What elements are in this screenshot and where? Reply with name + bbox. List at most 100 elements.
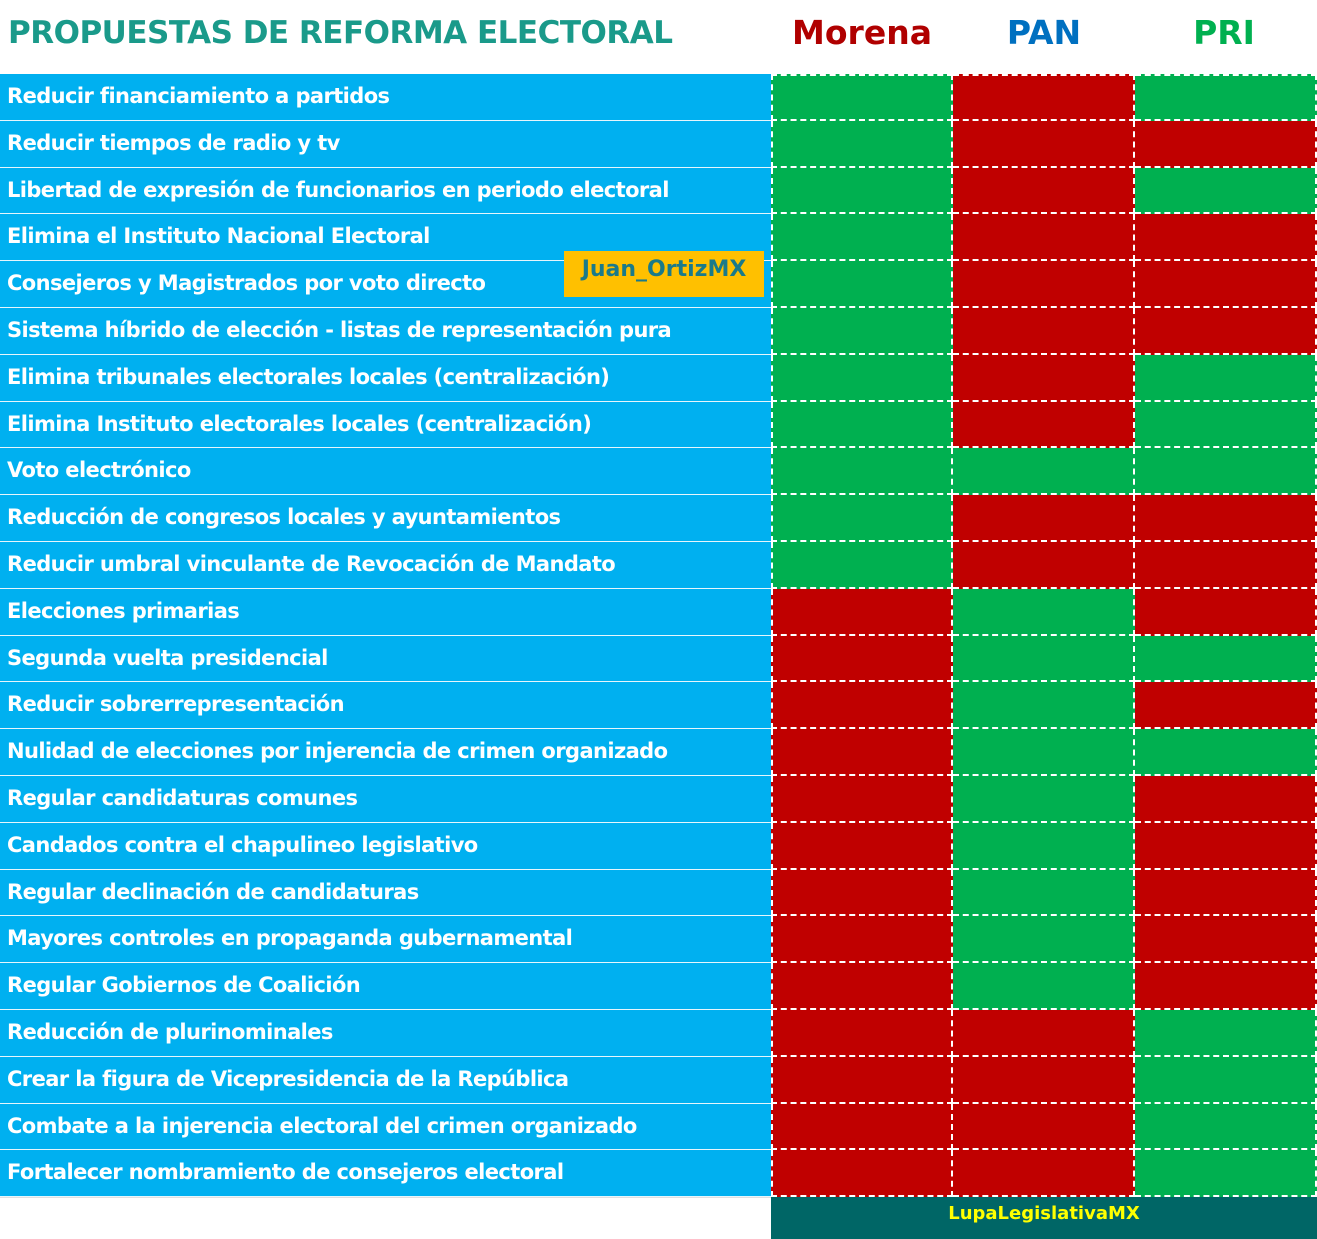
proposal-label: Reducir financiamiento a partidos — [0, 74, 771, 121]
vote-cell-pan-favor — [953, 916, 1135, 964]
table-row: Reducir tiempos de radio y tv — [0, 120, 1317, 168]
proposal-label: Regular Gobiernos de Coalición — [0, 963, 771, 1010]
vote-cell-pan-favor — [953, 869, 1135, 917]
vote-cell-morena-contra — [771, 1009, 953, 1057]
table-row: Elimina el Instituto Nacional Electoral — [0, 214, 1317, 262]
vote-cell-morena-contra — [771, 775, 953, 823]
vote-cell-pri-favor — [1135, 1103, 1317, 1151]
vote-cell-morena-favor — [771, 261, 953, 308]
vote-cell-morena-favor — [771, 167, 953, 215]
table-row: Regular candidaturas comunes — [0, 775, 1317, 823]
proposals-table: Reducir financiamiento a partidos Reducir… — [0, 74, 1317, 1198]
table-row: Elimina tribunales electorales locales (… — [0, 354, 1317, 402]
proposal-label: Reducción de congresos locales y ayuntam… — [0, 495, 771, 542]
vote-cell-morena-favor — [771, 214, 953, 262]
proposal-label: Voto electrónico — [0, 448, 771, 496]
table-row: Reducción de congresos locales y ayuntam… — [0, 495, 1317, 542]
vote-cell-pri-favor — [1135, 635, 1317, 683]
vote-cell-pri-contra — [1135, 963, 1317, 1010]
vote-cell-pan-favor — [953, 822, 1135, 870]
proposal-label: Regular candidaturas comunes — [0, 775, 771, 823]
vote-cell-morena-contra — [771, 869, 953, 917]
vote-cell-pan-contra — [953, 120, 1135, 168]
vote-cell-pri-contra — [1135, 541, 1317, 589]
vote-cell-pan-contra — [953, 354, 1135, 402]
vote-cell-pri-contra — [1135, 588, 1317, 636]
proposal-label: Elimina Instituto electorales locales (c… — [0, 401, 771, 449]
table-row: Libertad de expresión de funcionarios en… — [0, 167, 1317, 215]
table-row: Regular declinación de candidaturas — [0, 869, 1317, 917]
vote-cell-pan-favor — [953, 588, 1135, 636]
vote-cell-pri-contra — [1135, 682, 1317, 730]
table-row: Crear la figura de Vicepresidencia de la… — [0, 1056, 1317, 1104]
table-row: Segunda vuelta presidencial — [0, 635, 1317, 683]
proposal-label: Reducción de plurinominales — [0, 1009, 771, 1057]
table-row: Nulidad de elecciones por injerencia de … — [0, 729, 1317, 776]
vote-cell-morena-contra — [771, 1056, 953, 1104]
table-row: Reducir umbral vinculante de Revocación … — [0, 541, 1317, 589]
table-row: Sistema híbrido de elección - listas de … — [0, 307, 1317, 355]
vote-cell-pan-contra — [953, 541, 1135, 589]
vote-cell-pri-contra — [1135, 120, 1317, 168]
vote-cell-pri-favor — [1135, 354, 1317, 402]
table-row: Reducir sobrerrepresentación — [0, 682, 1317, 730]
proposal-label: Candados contra el chapulineo legislativ… — [0, 822, 771, 870]
vote-cell-pan-contra — [953, 1103, 1135, 1151]
vote-cell-pan-favor — [953, 775, 1135, 823]
vote-cell-morena-contra — [771, 729, 953, 776]
vote-cell-morena-favor — [771, 401, 953, 449]
vote-cell-pan-favor — [953, 729, 1135, 776]
vote-cell-pan-favor — [953, 682, 1135, 730]
vote-cell-pri-contra — [1135, 822, 1317, 870]
vote-cell-morena-contra — [771, 822, 953, 870]
vote-cell-morena-contra — [771, 1150, 953, 1198]
table-row: Elecciones primarias — [0, 588, 1317, 636]
vote-cell-pri-favor — [1135, 401, 1317, 449]
proposal-label: Fortalecer nombramiento de consejeros el… — [0, 1150, 771, 1198]
proposal-label: Elimina tribunales electorales locales (… — [0, 354, 771, 402]
vote-cell-morena-contra — [771, 916, 953, 964]
proposal-label: Crear la figura de Vicepresidencia de la… — [0, 1056, 771, 1104]
party-header-pri: PRI — [1193, 13, 1255, 52]
vote-cell-pan-contra — [953, 1009, 1135, 1057]
proposal-label: Nulidad de elecciones por injerencia de … — [0, 729, 771, 776]
vote-cell-morena-contra — [771, 963, 953, 1010]
vote-cell-morena-contra — [771, 635, 953, 683]
vote-cell-pan-favor — [953, 448, 1135, 496]
vote-cell-morena-favor — [771, 495, 953, 542]
footer-credit: LupaLegislativaMX — [771, 1197, 1317, 1239]
table-row: Candados contra el chapulineo legislativ… — [0, 822, 1317, 870]
vote-cell-pri-favor — [1135, 729, 1317, 776]
proposal-label: Regular declinación de candidaturas — [0, 869, 771, 917]
vote-cell-pri-contra — [1135, 869, 1317, 917]
vote-cell-pri-favor — [1135, 1150, 1317, 1198]
vote-cell-morena-favor — [771, 448, 953, 496]
vote-cell-pan-favor — [953, 963, 1135, 1010]
vote-cell-pri-favor — [1135, 1056, 1317, 1104]
table-row: Regular Gobiernos de Coalición — [0, 963, 1317, 1010]
proposal-label: Reducir sobrerrepresentación — [0, 682, 771, 730]
proposal-label: Combate a la injerencia electoral del cr… — [0, 1103, 771, 1151]
vote-cell-pan-contra — [953, 495, 1135, 542]
vote-cell-pan-contra — [953, 307, 1135, 355]
vote-cell-morena-favor — [771, 74, 953, 121]
vote-cell-morena-favor — [771, 120, 953, 168]
vote-cell-pan-contra — [953, 167, 1135, 215]
vote-cell-morena-favor — [771, 354, 953, 402]
vote-cell-morena-favor — [771, 541, 953, 589]
vote-cell-pri-favor — [1135, 74, 1317, 121]
vote-cell-morena-favor — [771, 307, 953, 355]
party-header-morena: Morena — [792, 13, 932, 52]
vote-cell-pan-contra — [953, 214, 1135, 262]
proposal-label: Segunda vuelta presidencial — [0, 635, 771, 683]
vote-cell-pan-contra — [953, 401, 1135, 449]
vote-cell-pri-favor — [1135, 448, 1317, 496]
table-row: Combate a la injerencia electoral del cr… — [0, 1103, 1317, 1151]
vote-cell-pri-contra — [1135, 261, 1317, 308]
watermark-label: Juan_OrtizMX — [564, 251, 764, 297]
table-row: Reducción de plurinominales — [0, 1009, 1317, 1057]
page-title: PROPUESTAS DE REFORMA ELECTORAL — [8, 15, 673, 51]
vote-cell-pan-contra — [953, 261, 1135, 308]
footer-spacer — [0, 1197, 771, 1239]
table-row: Elimina Instituto electorales locales (c… — [0, 401, 1317, 449]
